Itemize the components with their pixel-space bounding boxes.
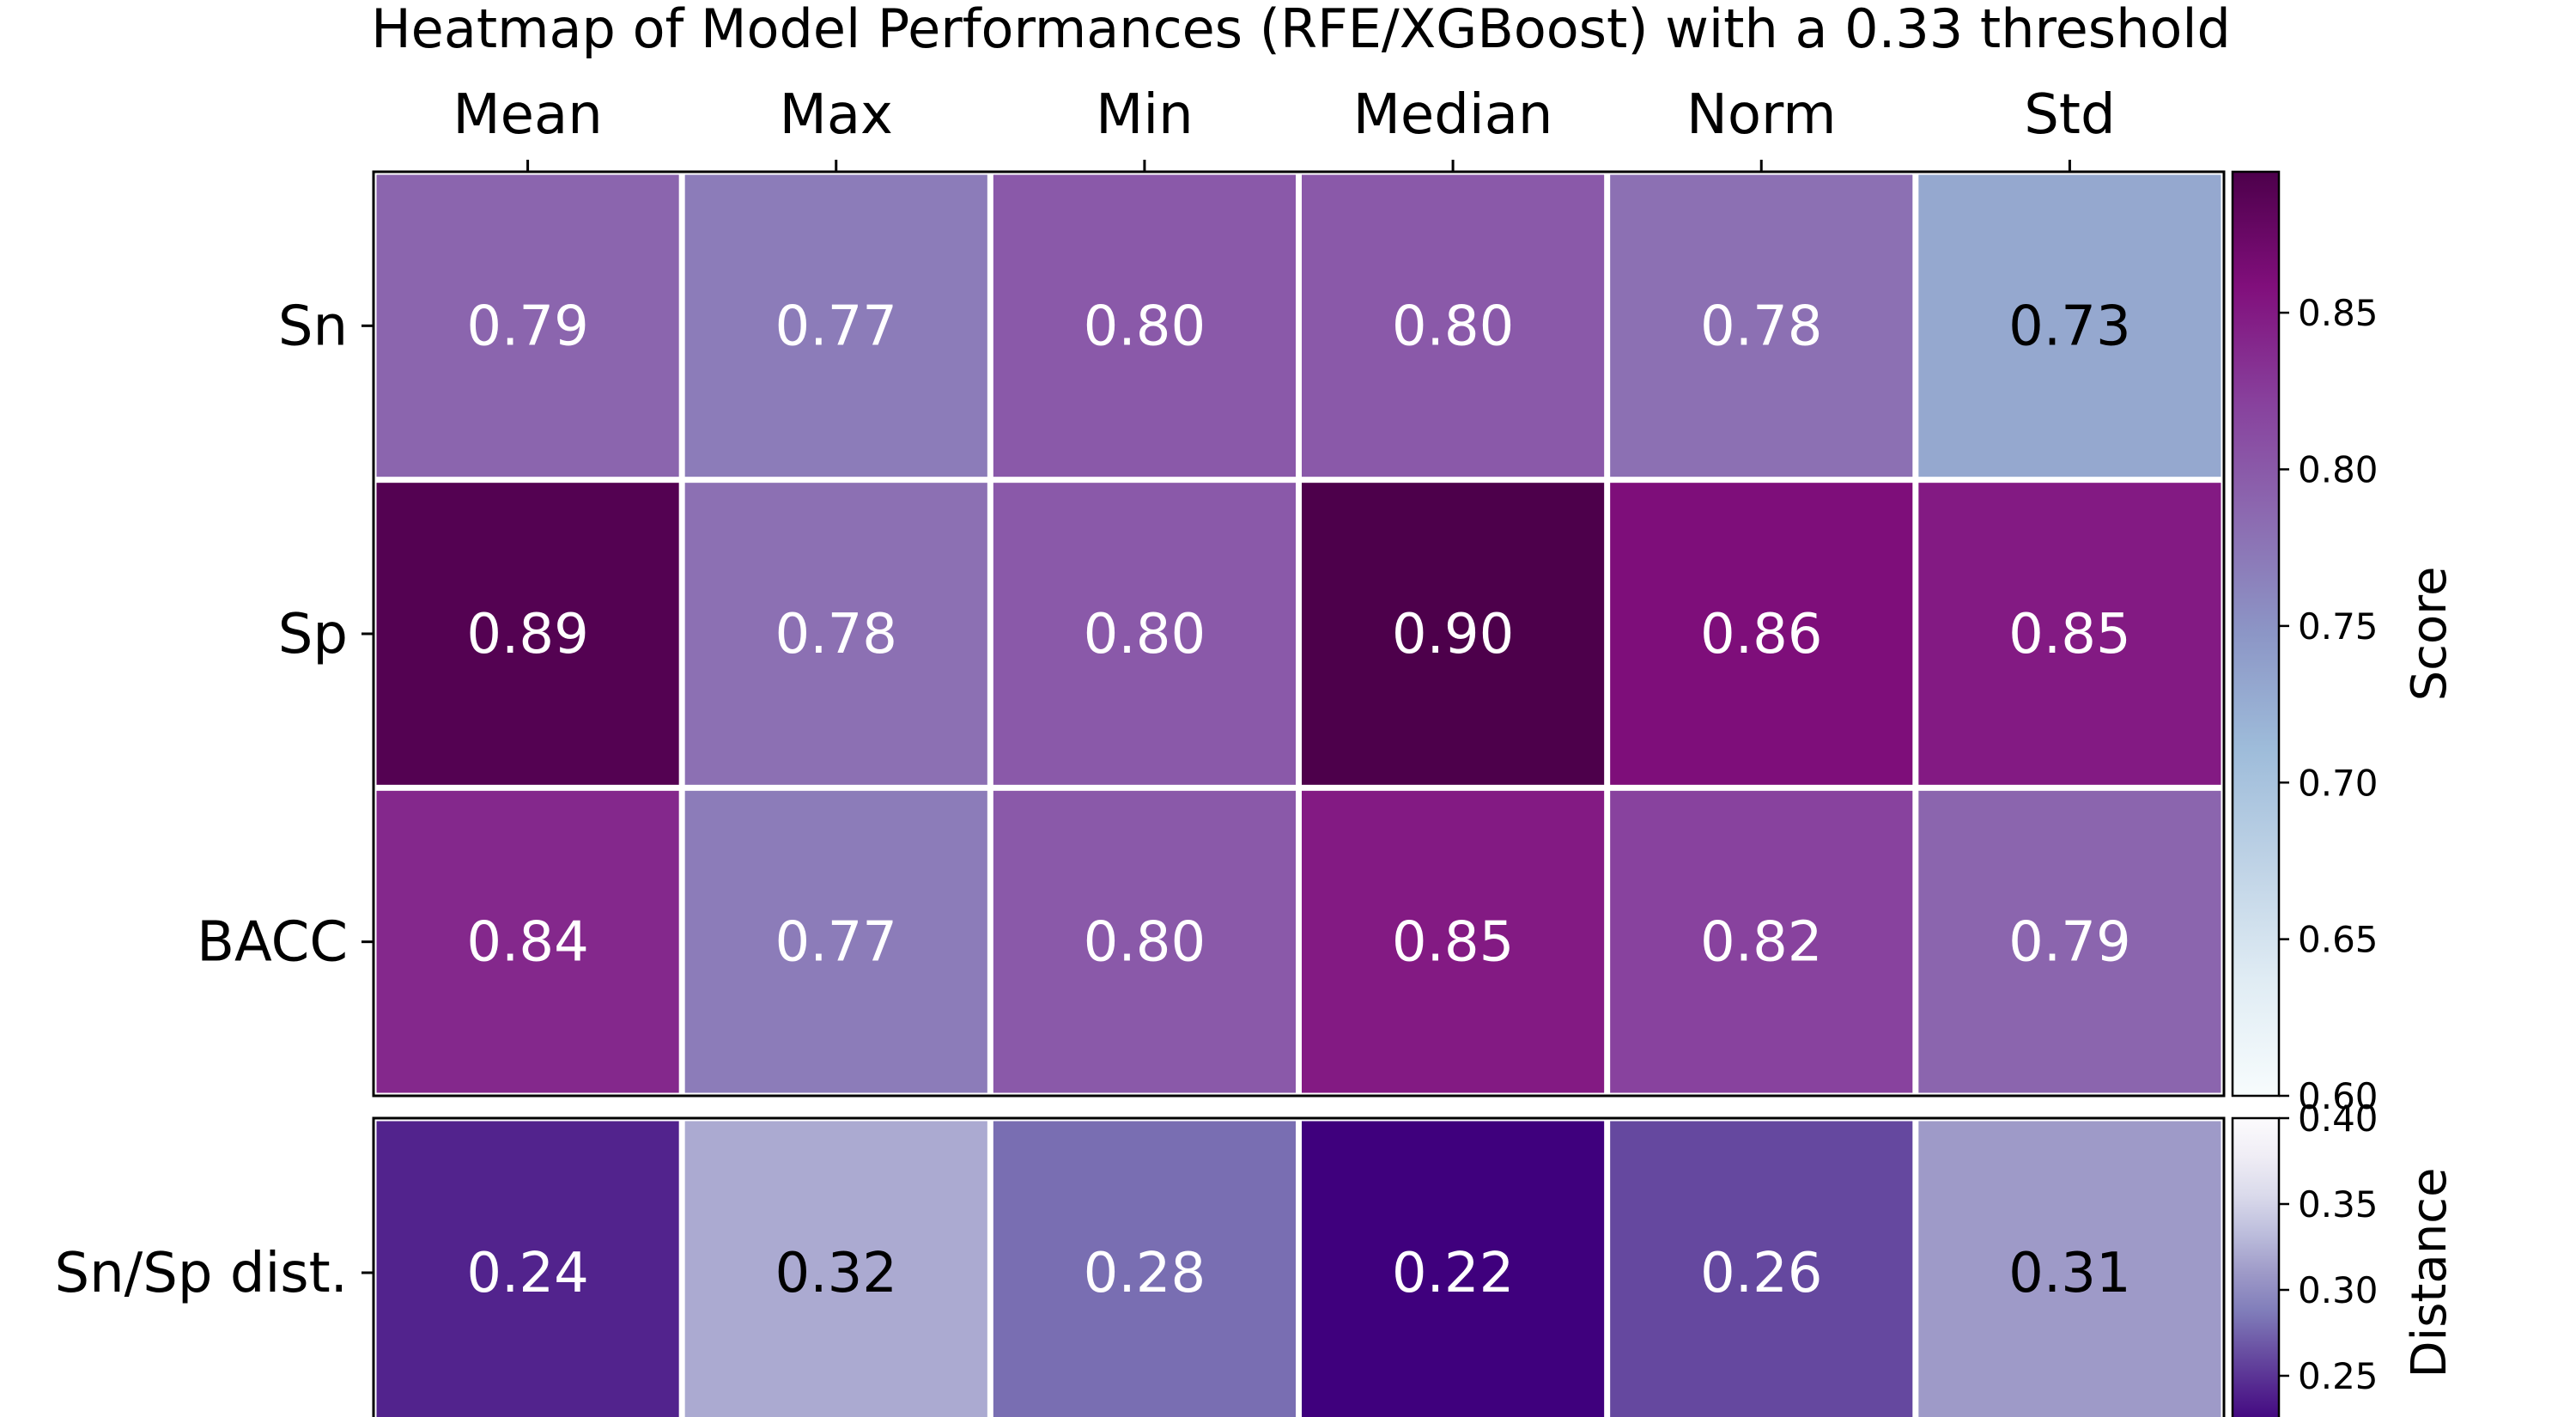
heatmap-cell <box>1302 174 1605 477</box>
cell-value-label: 0.78 <box>775 603 898 666</box>
heatmap-cell <box>993 174 1296 477</box>
cell-value-label: 0.90 <box>1392 603 1515 666</box>
heatmap-cell <box>1610 1121 1913 1417</box>
column-label: Std <box>2024 83 2115 147</box>
heatmap-cell <box>684 174 987 477</box>
heatmap-cell <box>1302 790 1605 1093</box>
cell-value-label: 0.89 <box>466 603 589 666</box>
colorbar-label: Score <box>2402 567 2458 702</box>
heatmap-cell <box>684 483 987 785</box>
row-label: Sn <box>278 295 348 358</box>
colorbar-frame <box>2231 170 2281 1098</box>
panel-frame <box>372 1116 2226 1417</box>
cell-value-label: 0.79 <box>2008 911 2131 975</box>
heatmap-cell <box>1918 174 2221 477</box>
cell-value-label: 0.80 <box>1084 295 1206 358</box>
cell-value-label: 0.31 <box>2008 1242 2131 1305</box>
cell-value-label: 0.80 <box>1084 603 1206 666</box>
cell-value-label: 0.82 <box>1700 911 1823 975</box>
panel-frame <box>372 170 2226 1098</box>
row-label: BACC <box>197 911 348 975</box>
colorbar-tick-label: 0.40 <box>2298 1098 2379 1140</box>
colorbar-tick-label: 0.85 <box>2298 292 2379 334</box>
cell-value-label: 0.84 <box>466 911 589 975</box>
cell-value-label: 0.22 <box>1392 1242 1515 1305</box>
colorbar-tick-label: 0.60 <box>2298 1075 2379 1117</box>
heatmap-cell <box>993 483 1296 785</box>
cell-value-label: 0.85 <box>1392 911 1515 975</box>
column-label: Norm <box>1686 83 1837 147</box>
column-label: Median <box>1353 83 1553 147</box>
cell-value-label: 0.77 <box>775 295 898 358</box>
cell-value-label: 0.32 <box>775 1242 898 1305</box>
chart-title: Heatmap of Model Performances (RFE/XGBoo… <box>371 0 2231 60</box>
colorbar-tick-label: 0.80 <box>2298 449 2379 491</box>
colorbar-label: Distance <box>2402 1168 2458 1378</box>
distance-colorbar: 0.25 0.30 0.35 0.40 Distance <box>2231 1098 2458 1417</box>
colorbar-tick-label: 0.70 <box>2298 762 2379 804</box>
heatmap-cell <box>993 790 1296 1093</box>
column-labels: Mean Max Min Median Norm Std <box>453 83 2116 172</box>
heatmap-cell <box>376 174 679 477</box>
distance-heatmap: Sn/Sp dist. 0.24 0.32 0.28 0.22 0.26 0.31 <box>54 1116 2226 1417</box>
cell-value-label: 0.73 <box>2008 295 2131 358</box>
heatmap-cell <box>1610 483 1913 785</box>
colorbar-tick-label: 0.75 <box>2298 605 2379 648</box>
column-label: Max <box>780 83 893 147</box>
heatmap-cell <box>993 1121 1296 1417</box>
heatmap-cell <box>1918 790 2221 1093</box>
cell-value-label: 0.78 <box>1700 295 1823 358</box>
heatmap-cell <box>376 790 679 1093</box>
cell-value-label: 0.80 <box>1392 295 1515 358</box>
heatmap-cell <box>684 1121 987 1417</box>
colorbar-tick-label: 0.35 <box>2298 1183 2379 1225</box>
colorbar-gradient <box>2233 1118 2279 1417</box>
cell-value-label: 0.80 <box>1084 911 1206 975</box>
row-label: Sp <box>278 603 348 666</box>
column-label: Min <box>1096 83 1194 147</box>
heatmap-cell <box>376 483 679 785</box>
heatmap-cell <box>1918 1121 2221 1417</box>
heatmap-cell <box>376 1121 679 1417</box>
colorbar-tick-label: 0.30 <box>2298 1269 2379 1311</box>
score-colorbar: 0.60 0.65 0.70 0.75 0.80 0.85 Score <box>2231 170 2458 1117</box>
row-label: Sn/Sp dist. <box>54 1242 348 1305</box>
heatmap-cell <box>1610 790 1913 1093</box>
colorbar-gradient <box>2233 172 2279 1096</box>
colorbar-tick-label: 0.25 <box>2298 1355 2379 1397</box>
colorbar-tick-label: 0.65 <box>2298 919 2379 961</box>
score-heatmap: Sn 0.79 0.77 0.80 0.80 0.78 0.73 Sp 0.89 0.78 0.80… <box>197 170 2226 1098</box>
cell-value-label: 0.85 <box>2008 603 2131 666</box>
cell-value-label: 0.79 <box>466 295 589 358</box>
heatmap-cell <box>1610 174 1913 477</box>
cell-value-label: 0.26 <box>1700 1242 1823 1305</box>
colorbar-frame <box>2231 1116 2281 1417</box>
cell-value-label: 0.77 <box>775 911 898 975</box>
heatmap-cell <box>684 790 987 1093</box>
heatmap-cell <box>1302 1121 1605 1417</box>
heatmap-cell <box>1918 483 2221 785</box>
column-label: Mean <box>453 83 602 147</box>
cell-value-label: 0.28 <box>1084 1242 1206 1305</box>
heatmap-cell <box>1302 483 1605 785</box>
cell-value-label: 0.86 <box>1700 603 1823 666</box>
cell-value-label: 0.24 <box>466 1242 589 1305</box>
